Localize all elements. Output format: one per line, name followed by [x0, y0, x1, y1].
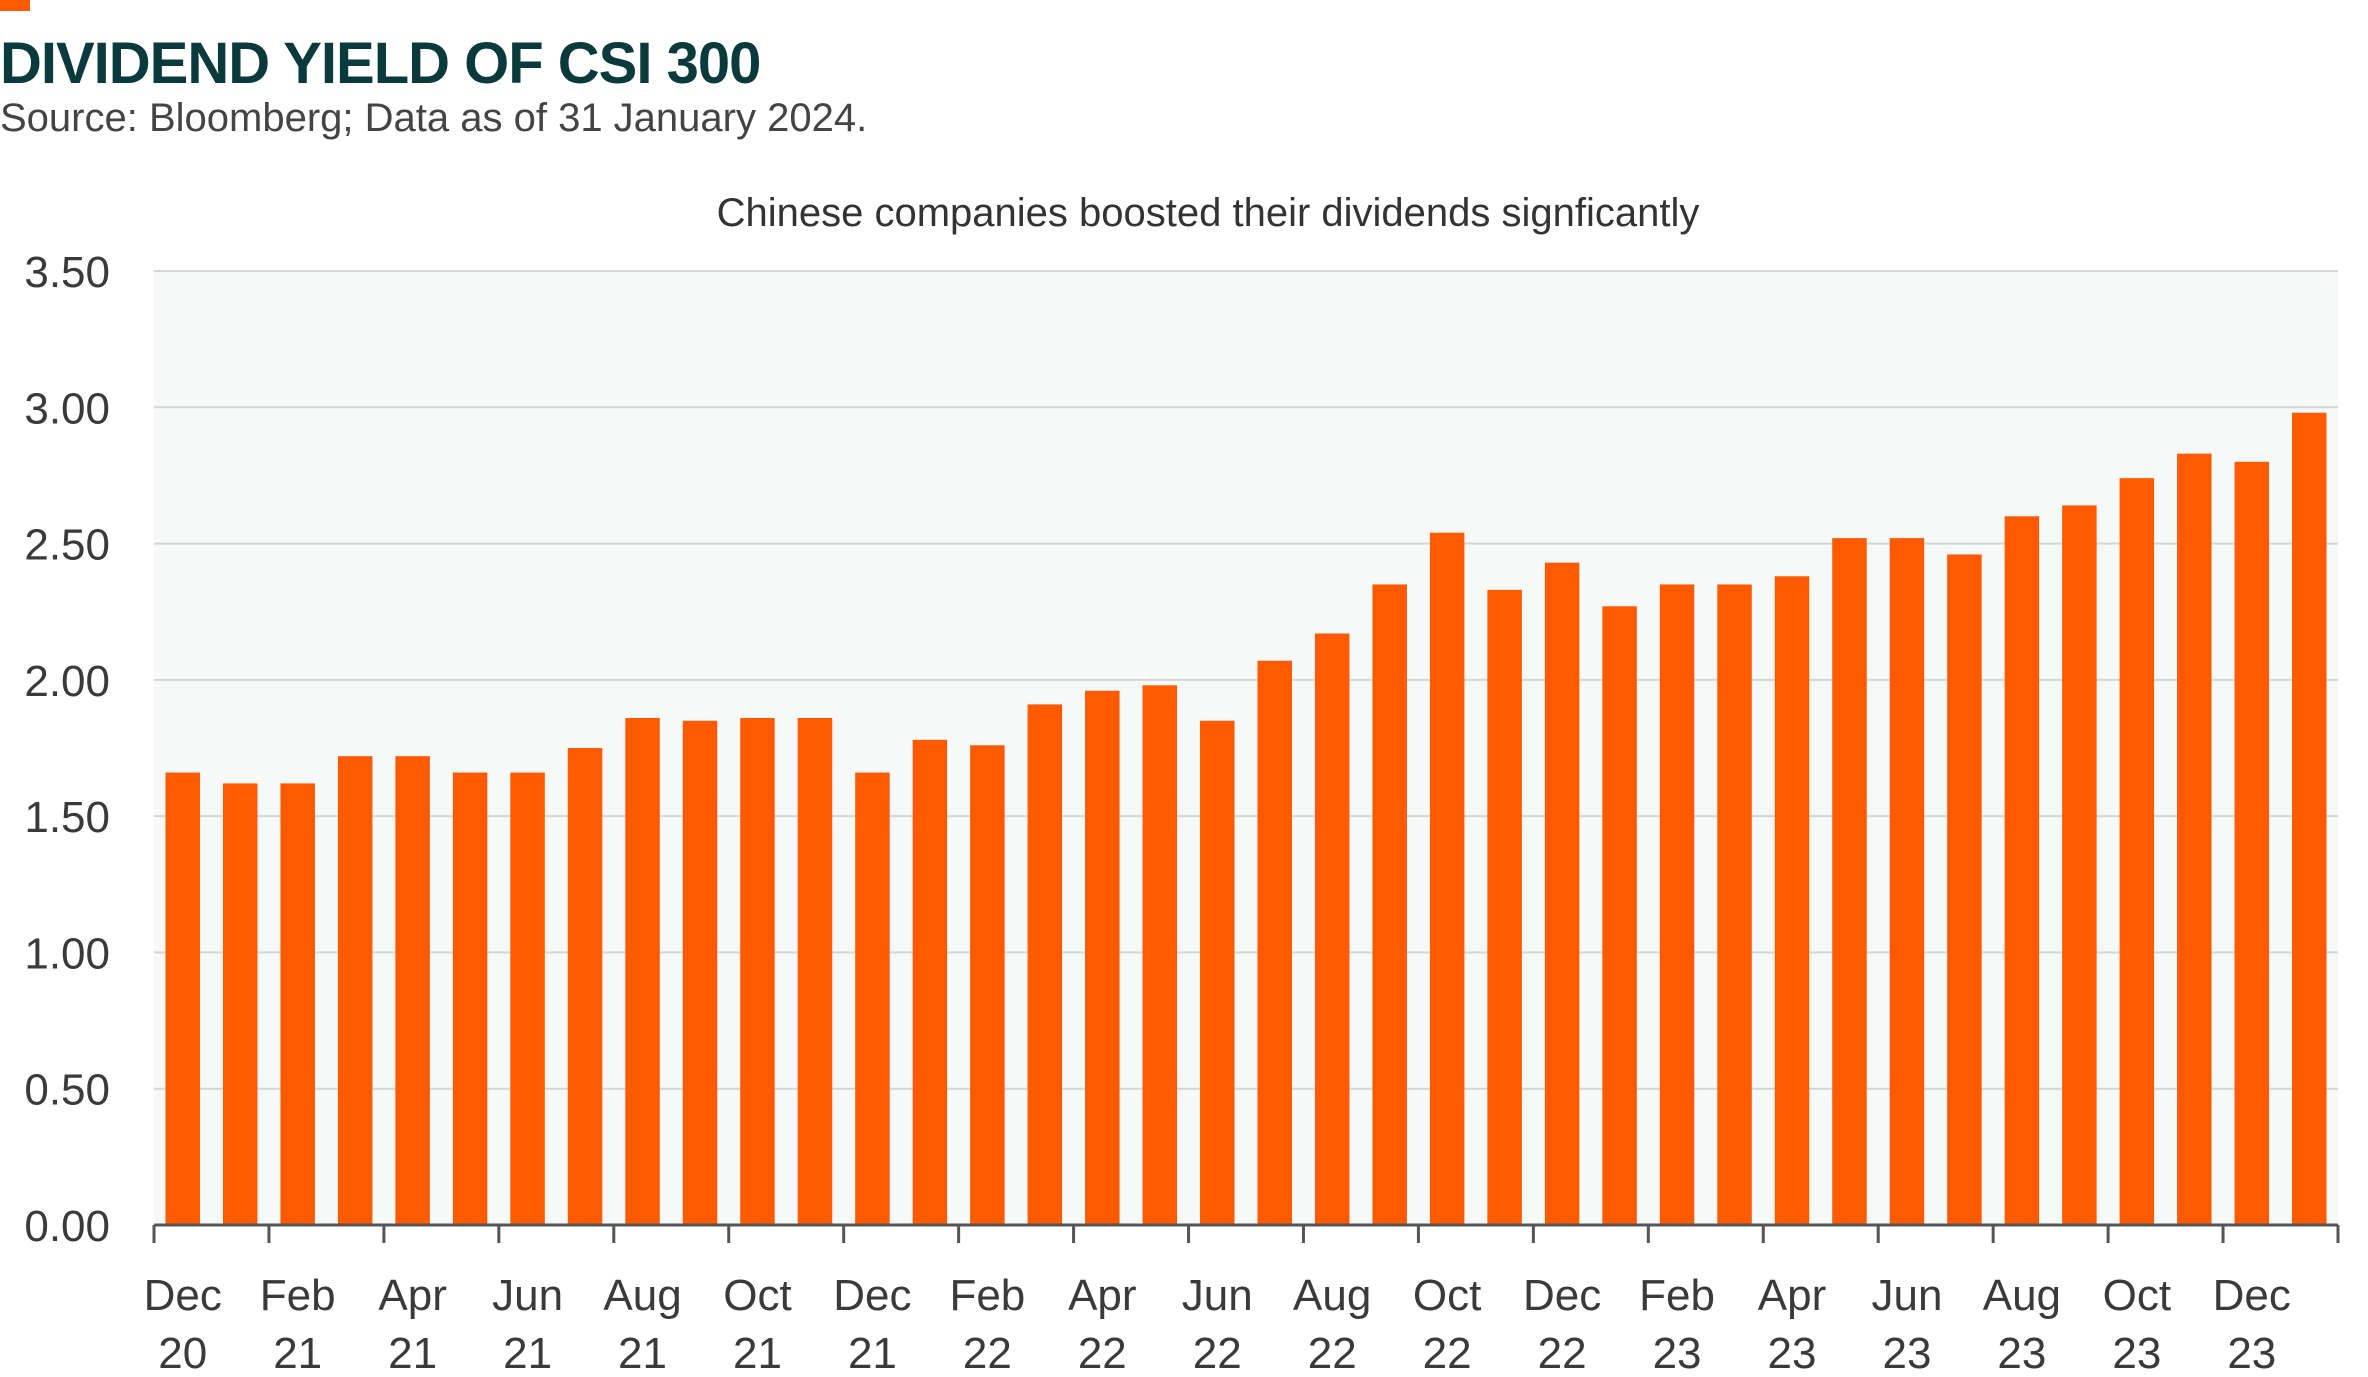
x-tick-label: Aug 23 [1983, 1271, 2061, 1377]
bar [2292, 412, 2327, 1225]
bar [2119, 478, 2155, 1225]
bar [1602, 606, 1637, 1225]
x-tick-label: Jun 23 [1871, 1271, 1942, 1377]
bar [1142, 685, 1178, 1225]
x-tick-label: Oct 23 [2103, 1271, 2171, 1377]
bar [1027, 704, 1063, 1225]
x-tick-label: Dec 20 [144, 1271, 222, 1377]
bar [1257, 660, 1292, 1225]
chart-subtitle: Chinese companies boosted their dividend… [717, 191, 1700, 235]
bar-series [165, 412, 2327, 1225]
x-tick-label: Apr 21 [378, 1271, 446, 1377]
x-tick-label: Feb 22 [949, 1271, 1025, 1377]
bar [1832, 538, 1867, 1225]
bar [1372, 584, 1407, 1225]
x-tick-label: Dec 21 [833, 1271, 911, 1377]
bar [1314, 633, 1350, 1225]
x-tick-label: Feb 21 [260, 1271, 336, 1377]
bar [912, 739, 948, 1225]
bar [1487, 589, 1522, 1225]
chart-title: DIVIDEND YIELD OF CSI 300 [0, 31, 761, 96]
bar [280, 783, 315, 1225]
x-tick-label: Apr 22 [1068, 1271, 1136, 1377]
bar [165, 772, 200, 1225]
x-axis-tick-labels: Dec 20 Feb 21 Apr 21 Jun 21 Aug 21 Oct 21 Dec 21 Feb 22… [144, 1271, 2291, 1377]
chart-source-note: Source: Bloomberg; Data as of 31 January… [0, 96, 868, 140]
x-tick-label: Feb 23 [1639, 1271, 1715, 1377]
y-tick-label: 3.50 [24, 248, 110, 297]
y-tick-label: 2.50 [24, 521, 110, 570]
bar [2062, 505, 2097, 1225]
bar [855, 772, 890, 1225]
bar [567, 748, 603, 1225]
bar [740, 718, 775, 1225]
bar [1659, 584, 1695, 1225]
y-tick-label: 1.50 [24, 793, 110, 842]
bar [1200, 720, 1235, 1225]
bar [625, 718, 660, 1225]
x-tick-label: Oct 21 [723, 1271, 791, 1377]
bar [452, 772, 488, 1225]
y-tick-label: 0.00 [24, 1202, 110, 1251]
bar [1889, 538, 1925, 1225]
bar [1717, 584, 1752, 1225]
x-tick-label: Aug 22 [1293, 1271, 1371, 1377]
x-tick-label: Oct 22 [1413, 1271, 1481, 1377]
brand-accent-mark [0, 0, 30, 11]
y-axis-tick-labels: 0.00 0.50 1.00 1.50 2.00 2.50 3.00 3.50 [24, 248, 110, 1251]
x-tick-label: Apr 23 [1758, 1271, 1826, 1377]
bar [2004, 516, 2040, 1225]
bar [682, 720, 718, 1225]
y-tick-label: 3.00 [24, 384, 110, 433]
bar [510, 772, 545, 1225]
x-axis [152, 1223, 2340, 1243]
y-tick-label: 0.50 [24, 1066, 110, 1115]
bar [337, 756, 373, 1225]
bar [1429, 532, 1465, 1225]
bar [1947, 554, 1982, 1225]
bar [2177, 453, 2212, 1225]
bar [1774, 576, 1810, 1225]
y-tick-label: 2.00 [24, 657, 110, 706]
bar [797, 718, 833, 1225]
bar [1544, 562, 1580, 1225]
x-tick-label: Jun 22 [1182, 1271, 1253, 1377]
x-tick-label: Dec 22 [1523, 1271, 1601, 1377]
bar [1085, 690, 1120, 1225]
bar [970, 745, 1005, 1225]
bar [395, 756, 430, 1225]
y-tick-label: 1.00 [24, 929, 110, 978]
x-tick-label: Dec 23 [2213, 1271, 2291, 1377]
x-tick-label: Aug 21 [603, 1271, 681, 1377]
x-tick-label: Jun 21 [492, 1271, 563, 1377]
bar [222, 783, 258, 1225]
bar [2234, 461, 2270, 1225]
